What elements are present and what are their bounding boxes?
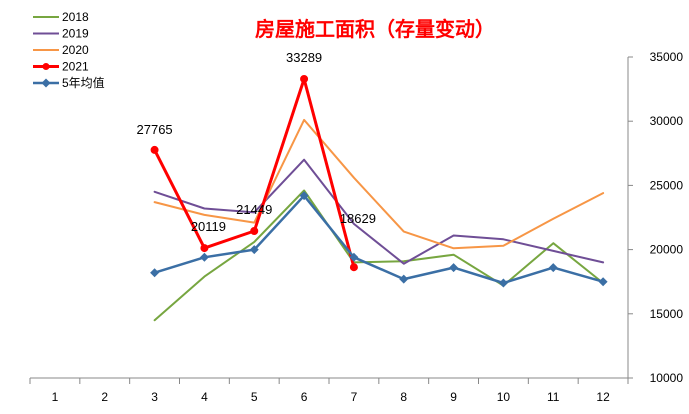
data-label: 21449 [236, 202, 272, 217]
axes: 1 2 3 4 5 6 7 8 9 10 11 121000015000200002500030000… [29, 50, 684, 404]
x-tick-label: 6 [301, 390, 308, 404]
data-label: 27765 [137, 122, 173, 137]
legend-label: 2020 [62, 43, 89, 57]
legend-label: 5年均值 [62, 75, 105, 90]
data-point [199, 252, 209, 262]
x-tick-label: 5 [251, 390, 258, 404]
legend-label: 2021 [62, 60, 89, 74]
x-tick-label: 3 [151, 390, 158, 404]
data-point [150, 145, 159, 154]
x-tick-label: 11 [547, 390, 560, 404]
series-line [153, 194, 605, 285]
series-line [153, 118, 605, 250]
data-point [299, 191, 309, 201]
x-tick-label: 12 [596, 390, 610, 404]
series-2021 [150, 74, 358, 272]
legend-item: 2021 [33, 60, 89, 74]
legend-item: 2020 [33, 43, 89, 57]
legend-label: 2018 [62, 10, 89, 24]
y-tick-label: 30000 [650, 114, 684, 128]
legend-item: 2019 [33, 27, 89, 41]
legend-item: 2018 [33, 10, 89, 24]
data-point [498, 278, 508, 288]
chart-title: 房屋施工面积（存量变动） [255, 17, 495, 41]
legend-label: 2019 [62, 27, 89, 41]
series-2019 [153, 158, 605, 265]
y-tick-label: 35000 [650, 50, 684, 64]
x-tick-label: 4 [201, 390, 208, 404]
x-tick-label: 10 [497, 390, 511, 404]
y-tick-label: 15000 [650, 307, 684, 321]
data-label: 18629 [340, 211, 376, 226]
series-line [153, 77, 356, 269]
legend-marker [41, 78, 51, 88]
data-labels: 27765 20119 21449 33289 18629 [137, 50, 376, 234]
data-label: 33289 [286, 50, 322, 65]
data-point [200, 244, 209, 253]
x-tick-label: 2 [101, 390, 108, 404]
data-point [300, 74, 309, 83]
data-point [150, 268, 160, 278]
data-point [399, 274, 409, 284]
data-point [548, 263, 558, 273]
y-tick-label: 20000 [650, 243, 684, 257]
data-point [449, 263, 459, 273]
legend-item: 5年均值 [33, 75, 105, 90]
series-line [153, 189, 605, 322]
x-tick-label: 8 [400, 390, 407, 404]
series-5年均值 [150, 191, 608, 288]
y-tick-label: 25000 [650, 178, 684, 192]
series-line [153, 158, 605, 265]
data-label: 20119 [191, 219, 226, 234]
data-point [250, 226, 259, 235]
x-tick-label: 1 [52, 390, 59, 404]
data-point [249, 245, 259, 255]
data-point [349, 252, 359, 262]
data-point [349, 263, 358, 272]
x-tick-label: 7 [351, 390, 358, 404]
series-2018 [153, 189, 605, 322]
y-tick-label: 10000 [650, 371, 684, 385]
series-layer [150, 74, 608, 322]
legend-marker [42, 63, 50, 70]
x-tick-label: 9 [450, 390, 457, 404]
data-point [598, 277, 608, 287]
series-2020 [153, 118, 605, 250]
